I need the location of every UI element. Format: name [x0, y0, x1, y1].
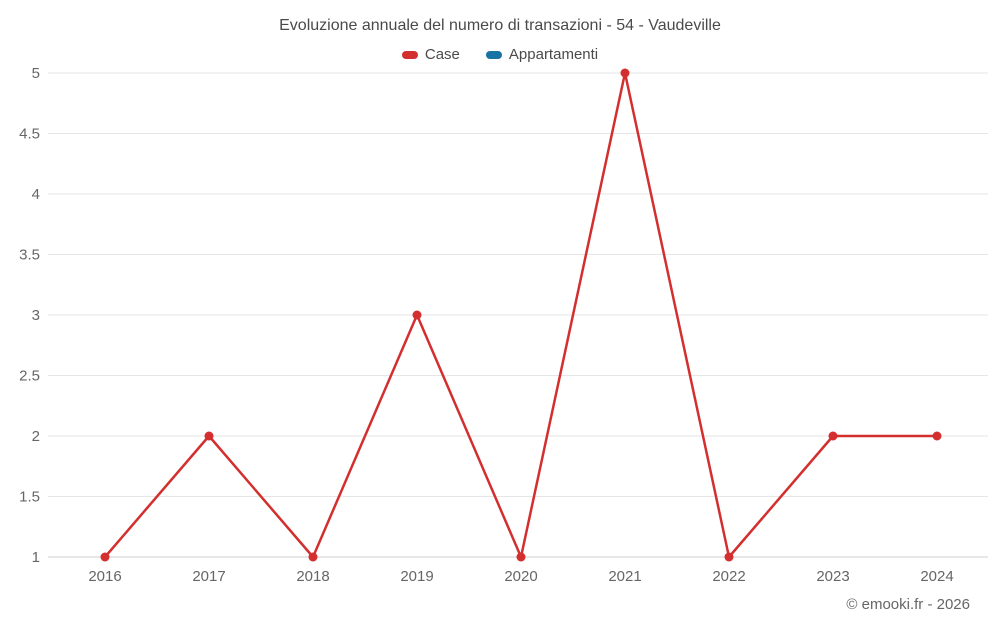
- legend-item-appartamenti[interactable]: Appartamenti: [485, 46, 599, 63]
- x-tick-label: 2022: [712, 568, 745, 585]
- data-point[interactable]: [724, 552, 734, 562]
- y-tick-label: 4: [32, 186, 40, 203]
- copyright-credit: © emooki.fr - 2026: [846, 596, 970, 613]
- x-tick-label: 2020: [504, 568, 537, 585]
- x-tick-label: 2021: [608, 568, 641, 585]
- x-tick-label: 2023: [816, 568, 849, 585]
- legend-swatch-icon: [401, 50, 418, 59]
- y-tick-label: 4.5: [19, 126, 40, 143]
- y-tick-label: 5: [32, 65, 40, 82]
- data-point[interactable]: [932, 431, 942, 441]
- data-point[interactable]: [516, 552, 526, 562]
- x-tick-label: 2024: [920, 568, 953, 585]
- y-tick-label: 2.5: [19, 368, 40, 385]
- legend-label: Appartamenti: [508, 46, 599, 63]
- data-point[interactable]: [308, 552, 318, 562]
- data-point[interactable]: [100, 552, 110, 562]
- data-point[interactable]: [620, 68, 630, 78]
- x-tick-label: 2018: [296, 568, 329, 585]
- y-tick-label: 3: [32, 307, 40, 324]
- x-tick-label: 2019: [400, 568, 433, 585]
- legend-item-case[interactable]: Case: [401, 46, 460, 63]
- y-tick-label: 3.5: [19, 247, 40, 264]
- data-point[interactable]: [204, 431, 214, 441]
- y-tick-label: 1: [32, 549, 40, 566]
- data-point[interactable]: [828, 431, 838, 441]
- x-tick-label: 2016: [88, 568, 121, 585]
- y-tick-label: 2: [32, 428, 40, 445]
- data-point[interactable]: [412, 310, 422, 320]
- x-tick-label: 2017: [192, 568, 225, 585]
- y-tick-label: 1.5: [19, 489, 40, 506]
- chart-title: Evoluzione annuale del numero di transaz…: [279, 17, 721, 34]
- chart-legend: Case Appartamenti: [0, 46, 1000, 63]
- legend-swatch-icon: [485, 50, 502, 59]
- legend-label: Case: [424, 46, 460, 63]
